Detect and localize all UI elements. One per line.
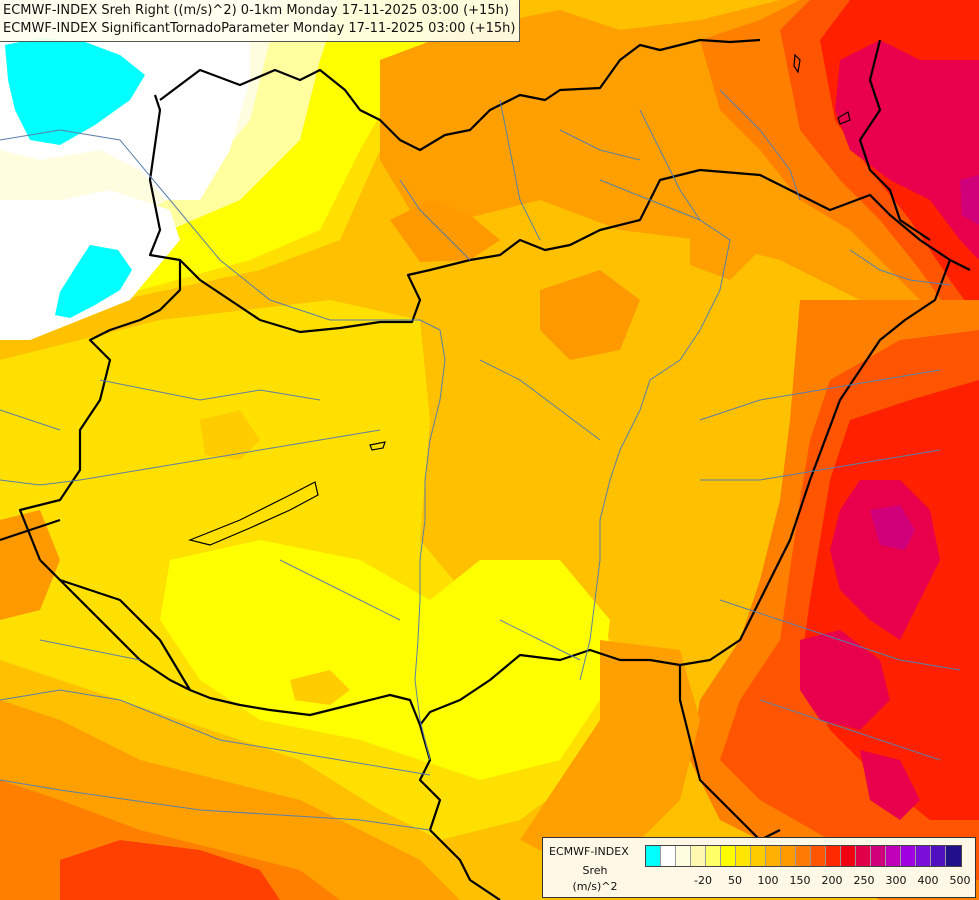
river-sava [0, 779, 431, 831]
field-cyan-1 [5, 38, 145, 145]
legend-unit: (m/s)^2 [572, 880, 618, 893]
river-east-2 [700, 449, 941, 481]
field-red-sw [60, 840, 280, 900]
field-crimson-ne [835, 40, 979, 260]
legend-swatch [766, 846, 781, 866]
legend-swatch [691, 846, 706, 866]
rivers [0, 89, 961, 831]
field-yellow-south [160, 540, 610, 780]
river-north-4 [719, 89, 801, 201]
legend-swatch [901, 846, 916, 866]
legend-source: ECMWF-INDEX [549, 845, 629, 858]
legend-swatch [946, 846, 961, 866]
legend-swatch [856, 846, 871, 866]
legend-swatch [736, 846, 751, 866]
legend-tick-label: 100 [757, 874, 779, 887]
field-red-se2 [860, 750, 920, 820]
legend-swatch [781, 846, 796, 866]
legend-swatch [661, 846, 676, 866]
river-mid-3 [499, 619, 581, 661]
river-w-2 [0, 409, 61, 431]
field-orange-blob-2 [540, 270, 640, 360]
legend-tick-label: 50 [728, 874, 742, 887]
field-red-sw2 [0, 510, 60, 620]
legend-tick-label: 200 [821, 874, 843, 887]
legend-swatch [841, 846, 856, 866]
legend-tick-label: 250 [853, 874, 875, 887]
border-serbia-west [418, 724, 501, 900]
legend-swatch [886, 846, 901, 866]
field-crimson-se [800, 630, 890, 730]
legend-swatch [796, 846, 811, 866]
border-north [159, 38, 761, 152]
field-cyan-2 [55, 245, 132, 318]
legend-swatch [931, 846, 946, 866]
river-east-3 [719, 599, 961, 671]
river-danube-1 [0, 129, 446, 761]
map-title-line-1: ECMWF-INDEX Sreh Right ((m/s)^2) 0-1km M… [3, 3, 509, 18]
river-ne-1 [849, 249, 951, 286]
border-hungary-south [39, 559, 681, 727]
river-tisza [579, 179, 731, 681]
legend-swatch [751, 846, 766, 866]
legend-ticks: -2050100150200250300400500700 [643, 874, 973, 890]
river-sw-1 [39, 639, 141, 661]
river-north-3 [639, 109, 701, 221]
legend-swatch [826, 846, 841, 866]
map-title-box: ECMWF-INDEX Sreh Right ((m/s)^2) 0-1km M… [0, 0, 521, 42]
field-orange-blob-4 [200, 410, 260, 460]
lake-small-3 [793, 53, 801, 74]
river-east-4 [759, 699, 941, 761]
legend-tick-label: -20 [694, 874, 712, 887]
legend-tick-label: 500 [949, 874, 971, 887]
legend-swatch [646, 846, 661, 866]
field-magenta-ne [960, 175, 979, 225]
legend-swatch [706, 846, 721, 866]
field-orange-blob-3 [690, 210, 760, 280]
lake-small [369, 441, 386, 451]
border-west-edge [0, 518, 61, 542]
river-north-2 [499, 99, 541, 241]
legend-swatch [676, 846, 691, 866]
legend-tick-label: 400 [917, 874, 939, 887]
map-title-line-2: ECMWF-INDEX SignificantTornadoParameter … [3, 21, 516, 36]
river-west-1 [79, 429, 381, 481]
lake-balaton [188, 481, 319, 546]
legend-tick-label: 300 [885, 874, 907, 887]
river-ne-2 [559, 129, 641, 161]
river-north-1 [399, 179, 471, 261]
river-east-1 [699, 369, 941, 421]
legend-tick-label: 150 [789, 874, 811, 887]
legend-swatch [811, 846, 826, 866]
border-slovenia [18, 260, 182, 561]
field-orange-south [520, 640, 700, 860]
lake-small-2 [837, 111, 851, 125]
legend-swatches [645, 845, 962, 867]
legend-parameter: Sreh [582, 864, 608, 877]
river-mid-2 [279, 559, 401, 621]
border-romania-south [678, 665, 781, 842]
legend-swatch [721, 846, 736, 866]
field-magenta-e [870, 505, 915, 550]
river-w-1 [0, 479, 81, 486]
river-west-2 [99, 379, 321, 401]
river-mid-1 [479, 359, 601, 441]
border-ne-ukraine [858, 39, 931, 241]
field-orange-blob-1 [390, 200, 500, 262]
border-hungary-east [679, 259, 952, 667]
lakes [188, 53, 851, 546]
color-legend: ECMWF-INDEX Sreh (m/s)^2 -20 50 100 150 200 2… [542, 837, 976, 898]
river-drava [0, 689, 431, 776]
field-orange-blob-5 [290, 670, 350, 705]
field-crimson-e [830, 480, 940, 640]
legend-swatch [916, 846, 931, 866]
legend-swatch [871, 846, 886, 866]
